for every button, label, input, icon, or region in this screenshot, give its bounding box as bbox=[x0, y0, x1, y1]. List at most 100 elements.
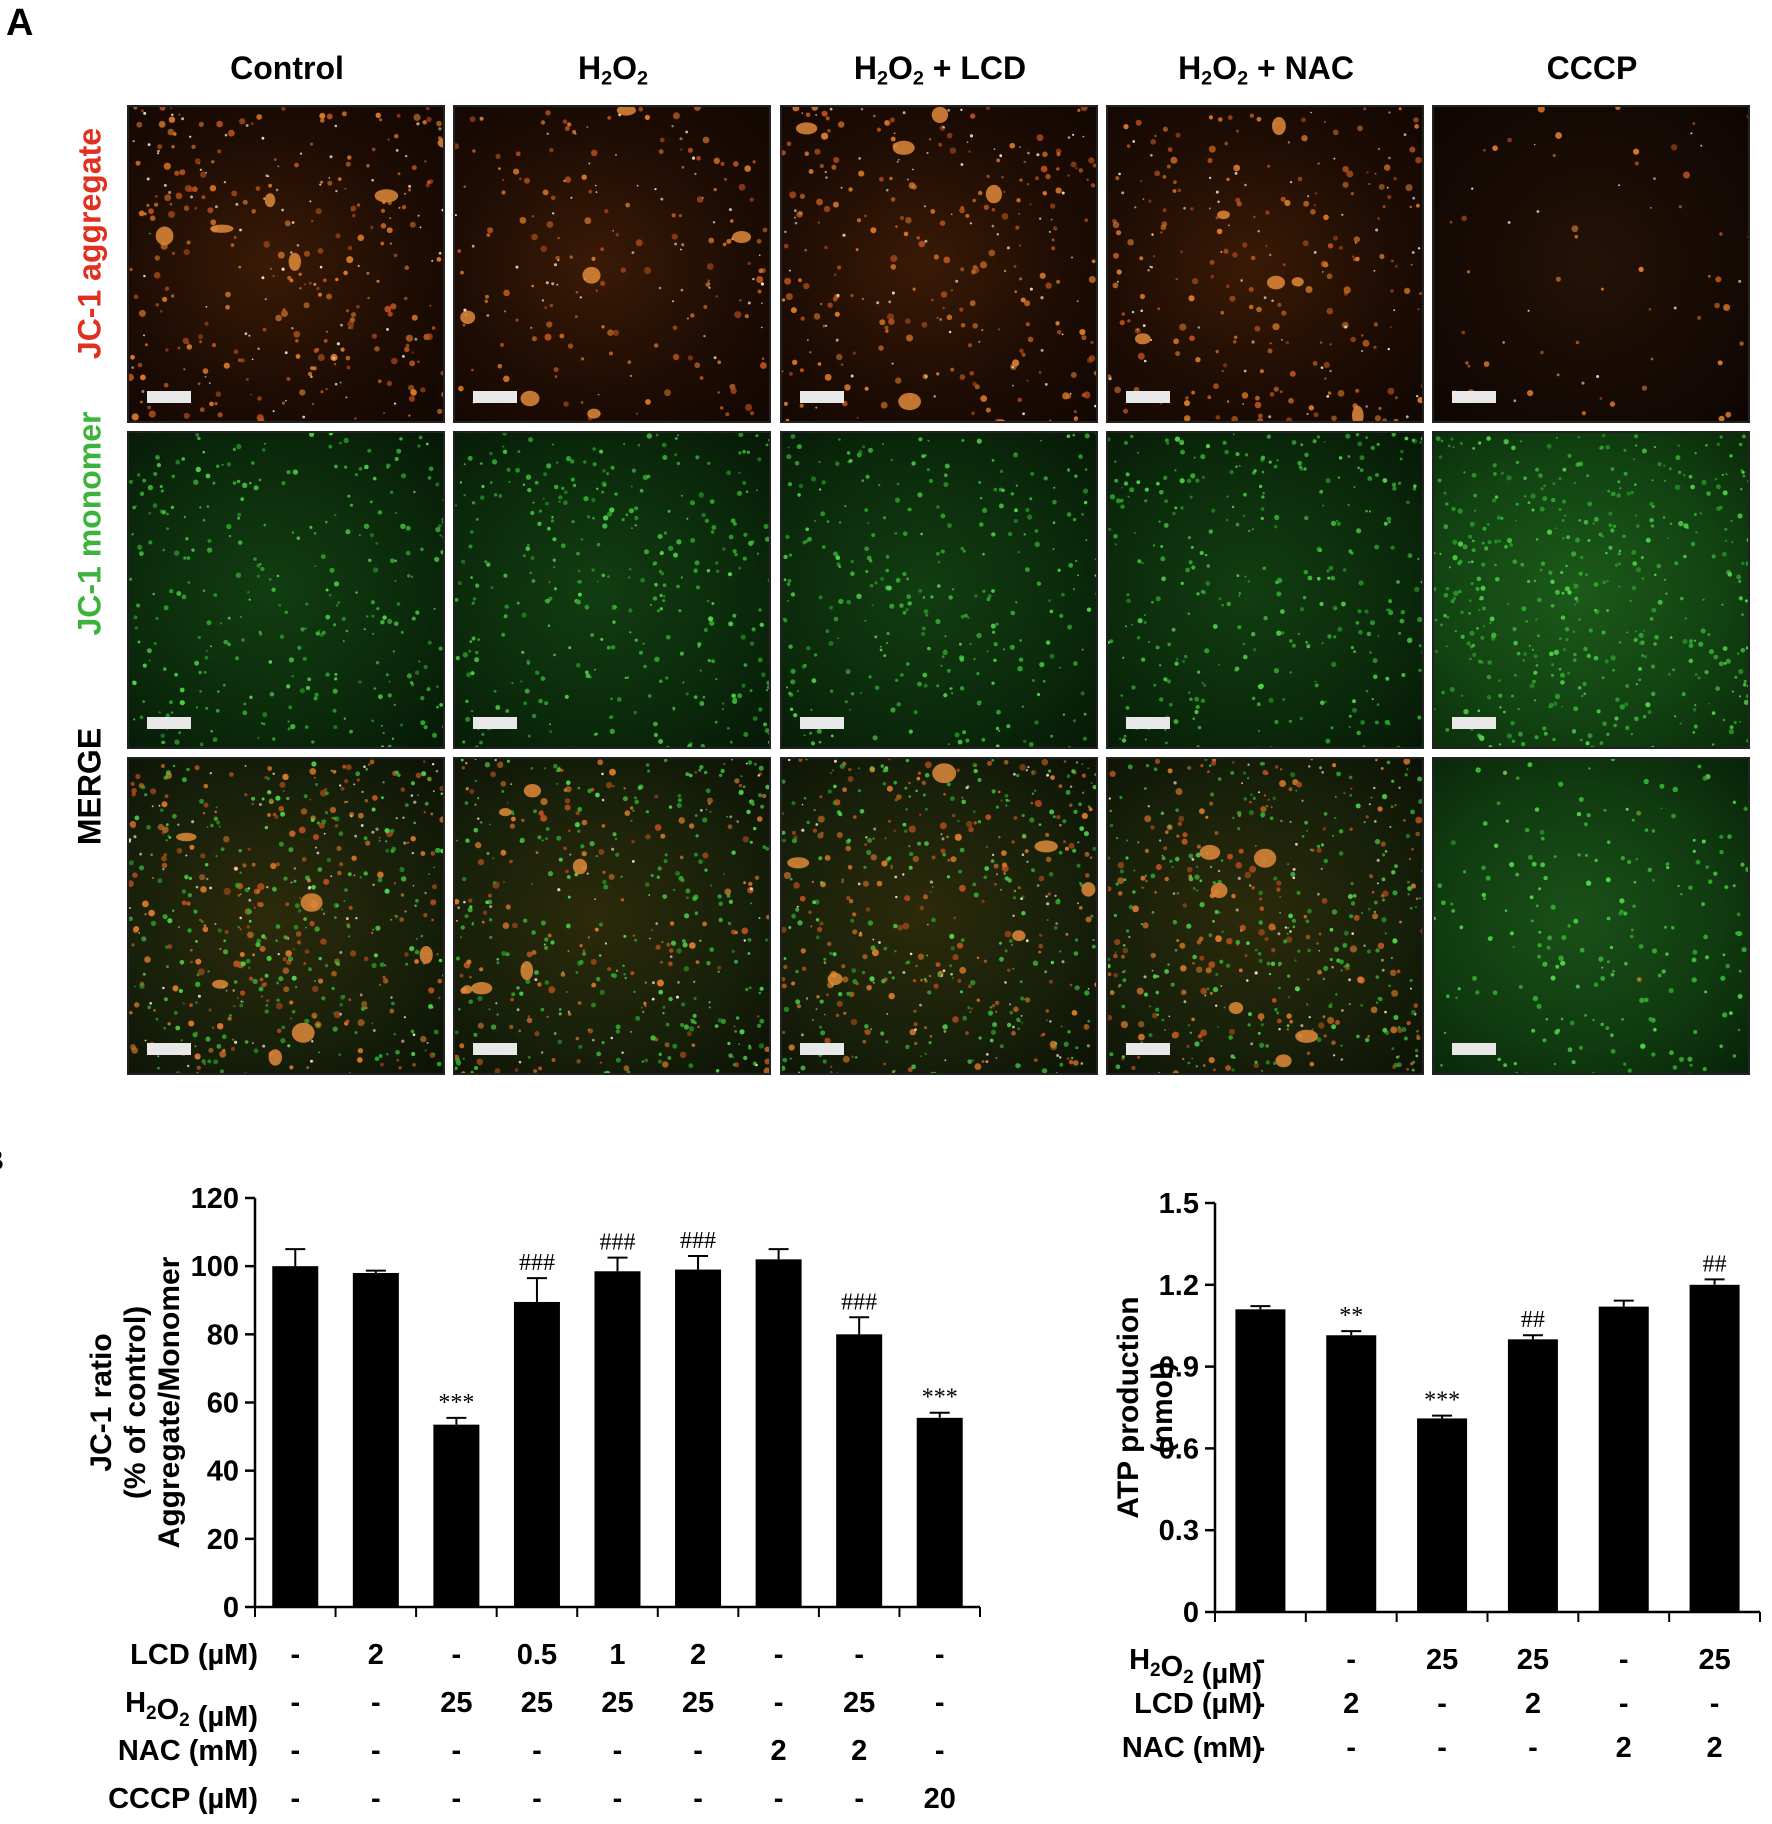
cell-dot bbox=[130, 822, 137, 829]
cell-dot bbox=[1265, 771, 1269, 775]
cell-dot bbox=[477, 817, 480, 820]
cell-dot bbox=[1460, 610, 1464, 614]
cell-dot bbox=[340, 786, 345, 791]
cell-dot bbox=[695, 455, 700, 460]
cell-dot bbox=[565, 786, 572, 793]
cell-dot bbox=[741, 927, 749, 935]
cell-dot bbox=[233, 960, 240, 968]
cell-dot bbox=[353, 417, 357, 420]
cell-dot bbox=[583, 496, 589, 502]
cell-dot bbox=[152, 503, 158, 508]
cell-dot bbox=[557, 236, 560, 240]
cell-dot bbox=[320, 390, 324, 394]
cell-dot bbox=[230, 1046, 235, 1051]
cell-dot bbox=[1324, 121, 1326, 123]
cell-dot bbox=[676, 948, 682, 954]
cell-dot bbox=[1145, 879, 1148, 883]
cell-dot bbox=[1167, 642, 1171, 647]
cell-dot bbox=[603, 884, 609, 890]
cell-dot bbox=[722, 702, 725, 705]
cell-dot bbox=[534, 1031, 540, 1037]
cell-dot bbox=[258, 803, 262, 806]
cell-dot bbox=[1535, 467, 1540, 472]
cell-dot bbox=[286, 684, 291, 689]
cell-dot bbox=[236, 479, 241, 484]
cell-dot bbox=[578, 1044, 583, 1049]
cell-dot bbox=[172, 764, 176, 768]
cell-dot bbox=[1461, 694, 1464, 697]
cell-dot bbox=[1353, 486, 1356, 489]
cell-dot bbox=[242, 863, 247, 868]
cell-dot bbox=[428, 987, 435, 994]
cell-dot bbox=[1193, 456, 1196, 459]
cell-dot bbox=[821, 831, 824, 835]
cell-dot bbox=[1303, 569, 1309, 575]
cell-dot bbox=[433, 866, 435, 869]
cell-dot bbox=[1073, 809, 1078, 814]
cell-dot bbox=[631, 485, 633, 488]
cell-dot bbox=[848, 187, 853, 192]
cell-dot bbox=[1586, 474, 1590, 478]
cell-dot bbox=[232, 481, 237, 485]
cell-dot bbox=[758, 608, 762, 612]
cell-dot bbox=[375, 827, 379, 831]
cell-dot bbox=[217, 690, 220, 693]
cell-dot bbox=[1480, 660, 1484, 664]
cell-dot bbox=[959, 374, 966, 380]
cell-dot bbox=[1406, 1021, 1411, 1026]
cell-dot bbox=[912, 287, 916, 291]
cell-dot bbox=[837, 265, 842, 270]
cell-dot bbox=[1728, 729, 1734, 735]
cell-dot bbox=[1695, 531, 1698, 534]
cell-dot bbox=[639, 488, 644, 493]
cell-dot bbox=[465, 716, 471, 722]
cell-dot bbox=[995, 1057, 998, 1059]
cell-dot bbox=[1337, 390, 1345, 397]
cell-dot bbox=[558, 495, 563, 500]
cell-dot bbox=[320, 118, 325, 123]
cell-dot bbox=[708, 286, 711, 289]
cell-dot bbox=[1630, 733, 1633, 736]
cell-dot bbox=[570, 459, 575, 464]
cell-dot bbox=[142, 478, 146, 483]
cell-dot bbox=[1352, 255, 1354, 258]
cell-dot bbox=[970, 979, 976, 986]
cell-dot bbox=[968, 343, 972, 348]
cell-dot bbox=[658, 989, 664, 995]
cell-dot bbox=[1357, 466, 1360, 470]
cell-dot bbox=[129, 880, 134, 888]
cell-dot bbox=[1137, 1055, 1141, 1059]
cell-dot bbox=[444, 592, 445, 595]
cell-dot bbox=[1512, 627, 1517, 632]
cell-dot bbox=[575, 811, 580, 816]
cell-dot bbox=[299, 897, 302, 900]
cell-dot bbox=[890, 459, 893, 462]
cell-dot bbox=[732, 697, 738, 702]
cell-dot bbox=[274, 158, 277, 161]
cell-dot bbox=[214, 205, 218, 209]
cell-dot bbox=[974, 594, 978, 598]
cell-dot bbox=[606, 781, 613, 789]
cell-dot bbox=[1355, 242, 1357, 244]
cell-dot bbox=[1688, 643, 1694, 648]
cell-dot bbox=[150, 788, 157, 795]
cell-dot bbox=[1074, 938, 1079, 942]
cell-dot bbox=[864, 508, 868, 512]
cell-dot bbox=[1411, 438, 1415, 442]
cell-dot bbox=[582, 952, 586, 956]
cell-dot bbox=[364, 1006, 368, 1010]
cell-dot bbox=[1649, 518, 1654, 523]
cell-dot bbox=[468, 999, 473, 1005]
cell-dot bbox=[221, 1034, 227, 1040]
cell-dot bbox=[174, 739, 180, 745]
cell-dot bbox=[885, 568, 889, 573]
cell-dot bbox=[540, 120, 546, 125]
cell-dot bbox=[794, 216, 796, 219]
cell-dot bbox=[1333, 635, 1337, 639]
cell-dot bbox=[1607, 489, 1611, 493]
cell-dot bbox=[749, 197, 754, 202]
cell-dot bbox=[820, 511, 826, 517]
cell-dot bbox=[1318, 548, 1323, 553]
cell-dot bbox=[261, 722, 264, 725]
cell-dot bbox=[1523, 476, 1527, 480]
